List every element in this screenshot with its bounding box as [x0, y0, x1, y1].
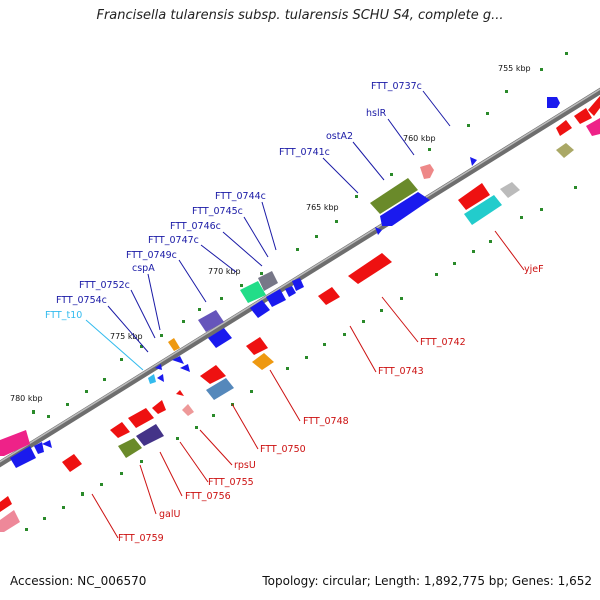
- gene-label-yjef[interactable]: yjeF: [524, 264, 544, 275]
- gene-feature: [375, 227, 382, 235]
- gene-label-cspa[interactable]: cspA: [132, 263, 155, 274]
- scale-label-760: 760 kbp: [403, 134, 436, 143]
- gene-label-ftt0737c[interactable]: FTT_0737c: [371, 81, 422, 92]
- gene-feature: [292, 278, 304, 291]
- gene-feature: [547, 97, 560, 108]
- gene-label-ftt0741c[interactable]: FTT_0741c: [279, 147, 330, 158]
- gene-label-ftt0752c[interactable]: FTT_0752c: [79, 280, 130, 291]
- upper-leader-lines: [107, 90, 451, 353]
- lower-strand-features[interactable]: [0, 108, 600, 532]
- gene-label-ftt0748[interactable]: FTT_0748: [303, 416, 349, 427]
- gene-feature: [198, 310, 224, 332]
- gene-label-ftt0743[interactable]: FTT_0743: [378, 366, 424, 377]
- gene-label-ftt0747c[interactable]: FTT_0747c: [148, 235, 199, 246]
- gene-feature: [118, 438, 142, 458]
- upper-strand-features[interactable]: [0, 96, 600, 468]
- gene-feature: [182, 404, 194, 416]
- gene-label-ftt0755[interactable]: FTT_0755: [208, 477, 254, 488]
- genome-backbone: [0, 87, 600, 468]
- gene-feature: [155, 364, 162, 370]
- gene-feature: [380, 192, 430, 226]
- gene-feature: [318, 287, 340, 305]
- gene-feature: [208, 328, 232, 348]
- scale-label-780: 780 kbp: [10, 394, 43, 403]
- gene-feature: [0, 430, 30, 456]
- gene-feature: [206, 378, 234, 400]
- gene-feature: [250, 300, 270, 318]
- gene-feature: [246, 337, 268, 355]
- gene-label-ftt0742[interactable]: FTT_0742: [420, 337, 466, 348]
- scale-label-765: 765 kbp: [306, 203, 339, 212]
- gene-label-ftt0745c[interactable]: FTT_0745c: [192, 206, 243, 217]
- gene-feature: [420, 164, 434, 179]
- gene-label-ftt0744c[interactable]: FTT_0744c: [215, 191, 266, 202]
- gene-feature: [464, 195, 502, 225]
- gene-feature: [148, 374, 156, 384]
- gene-feature: [34, 442, 44, 454]
- gene-feature: [0, 510, 20, 532]
- gene-label-ftt-t10[interactable]: FTT_t10: [45, 310, 82, 321]
- gene-feature: [240, 281, 266, 303]
- gene-feature: [285, 286, 296, 297]
- gene-feature: [10, 446, 36, 468]
- gene-label-rpsu[interactable]: rpsU: [234, 460, 256, 471]
- gene-feature: [128, 408, 154, 428]
- gene-feature: [136, 424, 164, 446]
- gene-label-galu[interactable]: galU: [159, 509, 180, 520]
- gene-feature: [458, 183, 490, 210]
- accession-label: Accession: NC_006570: [10, 574, 147, 588]
- gene-feature: [152, 400, 166, 414]
- lower-leader-lines: [91, 230, 525, 539]
- scale-label-770: 770 kbp: [208, 267, 241, 276]
- gene-label-ftt0759[interactable]: FTT_0759: [118, 533, 164, 544]
- gene-label-hslr[interactable]: hslR: [366, 108, 387, 119]
- gene-label-ftt0746c[interactable]: FTT_0746c: [170, 221, 221, 232]
- gene-feature: [176, 390, 184, 396]
- gene-feature: [0, 496, 12, 512]
- scale-ticks: [8, 52, 577, 531]
- gene-feature: [586, 118, 600, 136]
- gene-feature: [266, 289, 286, 307]
- gene-feature: [348, 253, 392, 284]
- scale-label-755: 755 kbp: [498, 64, 531, 73]
- map-title: Francisella tularensis subsp. tularensis…: [96, 8, 504, 23]
- gene-feature: [556, 143, 574, 158]
- gene-feature: [588, 96, 600, 116]
- gene-feature: [157, 374, 164, 382]
- gene-feature: [172, 356, 184, 364]
- gene-label-ftt0749c[interactable]: FTT_0749c: [126, 250, 177, 261]
- gene-feature: [62, 454, 82, 472]
- gene-feature: [168, 338, 180, 351]
- gene-feature: [258, 271, 278, 291]
- gene-feature: [252, 353, 274, 370]
- gene-feature: [556, 120, 572, 136]
- scale-label-775: 775 kbp: [110, 332, 143, 341]
- gene-feature: [574, 108, 592, 124]
- gene-label-osta2[interactable]: ostA2: [326, 131, 353, 142]
- genome-summary: Topology: circular; Length: 1,892,775 bp…: [262, 574, 592, 588]
- gene-feature: [200, 365, 226, 384]
- genome-backbone-highlight: [0, 88, 600, 463]
- gene-label-ftt0756[interactable]: FTT_0756: [185, 491, 231, 502]
- gene-feature: [42, 440, 52, 448]
- gene-feature: [500, 182, 520, 198]
- gene-feature: [470, 157, 477, 166]
- gene-feature: [110, 422, 130, 438]
- trna-leader-line: [85, 319, 144, 371]
- gene-label-ftt0754c[interactable]: FTT_0754c: [56, 295, 107, 306]
- gene-feature: [370, 178, 418, 214]
- gene-feature: [180, 364, 190, 372]
- gene-label-ftt0750[interactable]: FTT_0750: [260, 444, 306, 455]
